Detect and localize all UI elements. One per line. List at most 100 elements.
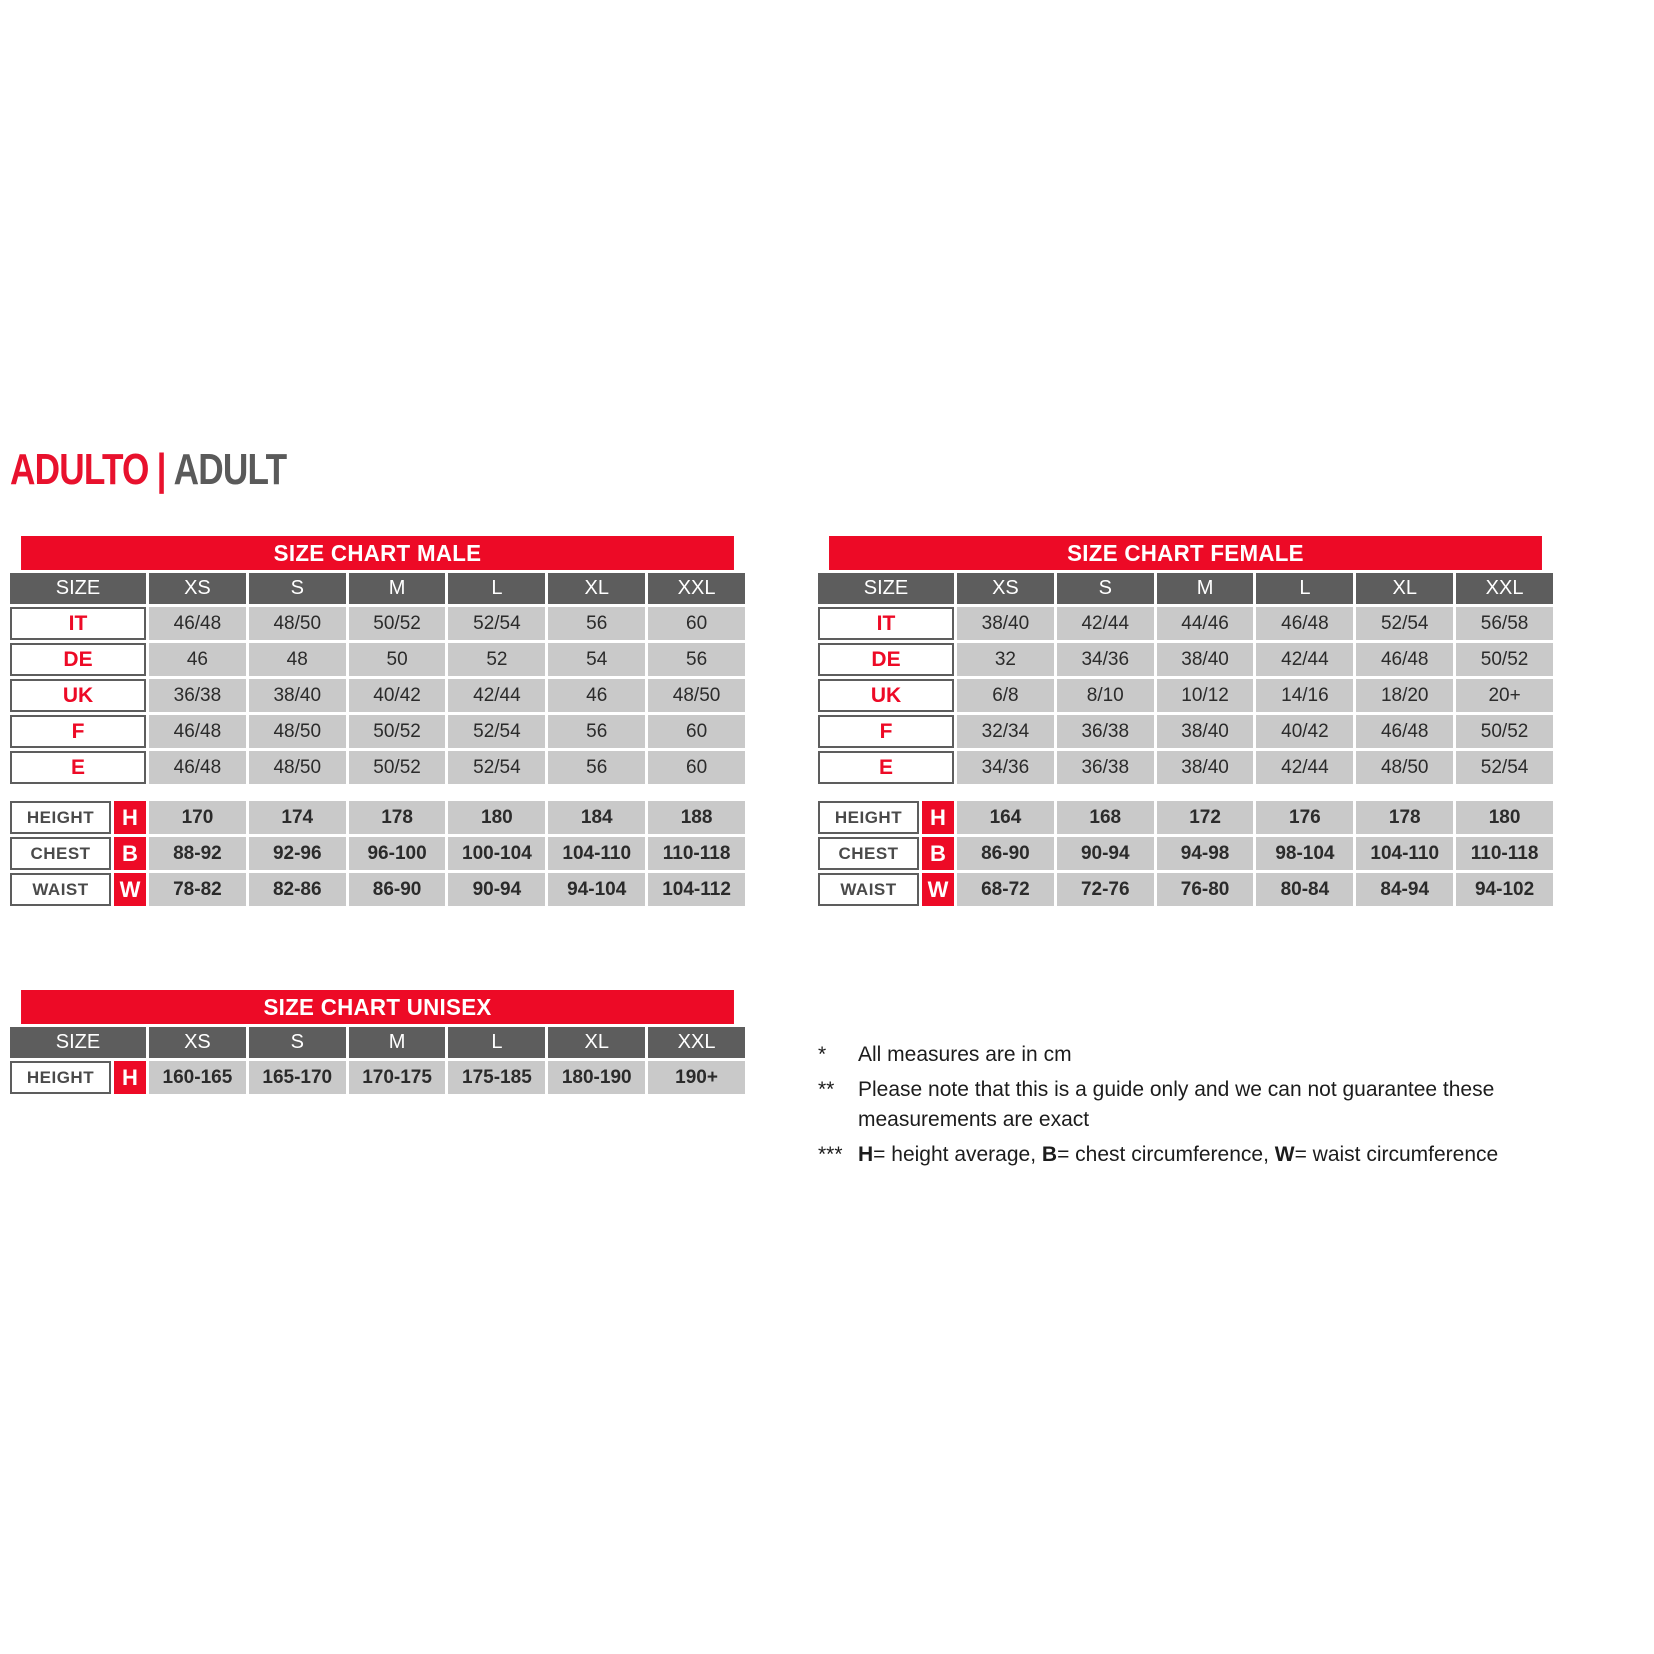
cell-value: 88-92 [149,837,246,870]
cell-value: 104-110 [1356,837,1454,870]
cell-value: 38/40 [248,679,346,712]
cell-value: 84-94 [1356,873,1454,906]
column-header-xs: XS [149,573,246,604]
row-label-f: F [10,715,146,748]
cell-value: 180 [1456,801,1553,834]
size-chart-male-heading: SIZE CHART MALE [21,536,734,570]
table-row: DE 46 48 50 52 54 56 [10,643,745,676]
table-row: HEIGHT H 170 174 178 180 184 188 [10,801,745,834]
cell-value: 52/54 [448,751,546,784]
page-title: ADULTO | ADULT [10,445,287,494]
cell-value: 42/44 [1056,607,1154,640]
table-row: HEIGHT H 160-165 165-170 170-175 175-185 180-1… [10,1061,745,1094]
cell-value: 42/44 [1256,751,1354,784]
cell-value: 164 [957,801,1054,834]
cell-value: 60 [648,607,745,640]
measure-label-wrap: HEIGHT H [818,801,954,834]
cell-value: 38/40 [1156,643,1254,676]
cell-value: 50/52 [1456,643,1553,676]
cell-value: 78-82 [149,873,246,906]
notes-block: * All measures are in cm ** Please note tha… [818,1040,1608,1175]
column-header-xxl: XXL [1456,573,1553,604]
column-header-l: L [448,573,546,604]
cell-value: 52/54 [448,715,546,748]
table-row: IT 38/40 42/44 44/46 46/48 52/54 56/58 [818,607,1553,640]
cell-value: 46/48 [149,751,246,784]
cell-value: 32 [957,643,1054,676]
cell-value: 38/40 [957,607,1054,640]
row-label-waist: WAIST W [10,873,146,906]
cell-value: 52 [448,643,546,676]
measure-label-wrap: CHEST B [10,837,146,870]
spacer-cell [1056,787,1154,798]
cell-value: 180-190 [548,1061,646,1094]
spacer-cell [1456,787,1553,798]
measure-chip-h: H [114,801,146,834]
cell-value: 46/48 [1356,643,1454,676]
cell-value: 86-90 [348,873,446,906]
note-text: H= height average, B= chest circumferenc… [858,1143,1499,1166]
table-spacer [818,787,1553,798]
title-secondary: ADULT [173,445,287,494]
cell-value: 104-112 [648,873,745,906]
row-label-it: IT [10,607,146,640]
row-label-de: DE [818,643,954,676]
cell-value: 184 [548,801,646,834]
table-row: CHEST B 88-92 92-96 96-100 100-104 104-110 110-… [10,837,745,870]
spacer-cell [10,787,146,798]
cell-value: 10/12 [1156,679,1254,712]
cell-value: 32/34 [957,715,1054,748]
size-chart-unisex-heading: SIZE CHART UNISEX [21,990,734,1024]
table-row: CHEST B 86-90 90-94 94-98 98-104 104-110 110-11… [818,837,1553,870]
column-header-xl: XL [548,1027,646,1058]
cell-value: 48/50 [1356,751,1454,784]
cell-value: 38/40 [1156,715,1254,748]
cell-value: 104-110 [548,837,646,870]
cell-value: 60 [648,751,745,784]
cell-value: 36/38 [149,679,246,712]
cell-value: 48/50 [248,715,346,748]
cell-value: 190+ [648,1061,745,1094]
row-label-e: E [818,751,954,784]
spacer-cell [248,787,346,798]
cell-value: 34/36 [957,751,1054,784]
cell-value: 96-100 [348,837,446,870]
note-marker: * [818,1043,827,1066]
row-label-uk: UK [818,679,954,712]
table-row: E 46/48 48/50 50/52 52/54 56 60 [10,751,745,784]
cell-value: 174 [248,801,346,834]
cell-value: 160-165 [149,1061,246,1094]
column-header-xxl: XXL [648,573,745,604]
measure-chip-w: W [922,873,954,906]
cell-value: 56 [648,643,745,676]
row-label-uk: UK [10,679,146,712]
measure-label-text: WAIST [818,873,919,906]
row-label-chest: CHEST B [10,837,146,870]
cell-value: 40/42 [1256,715,1354,748]
table-row: WAIST W 78-82 82-86 86-90 90-94 94-104 104-112 [10,873,745,906]
cell-value: 14/16 [1256,679,1354,712]
table-row: E 34/36 36/38 38/40 42/44 48/50 52/54 [818,751,1553,784]
table-spacer [10,787,745,798]
spacer-cell [348,787,446,798]
cell-value: 8/10 [1056,679,1154,712]
measure-label-wrap: WAIST W [10,873,146,906]
spacer-cell [1256,787,1354,798]
measure-label-text: CHEST [818,837,919,870]
cell-value: 170-175 [348,1061,446,1094]
cell-value: 178 [348,801,446,834]
spacer-cell [1156,787,1254,798]
cell-value: 94-104 [548,873,646,906]
measure-label-wrap: HEIGHT H [10,1061,146,1094]
cell-value: 54 [548,643,646,676]
cell-value: 56 [548,751,646,784]
note-row: *** H= height average, B= chest circumfer… [818,1140,1608,1170]
row-label-height: HEIGHT H [10,1061,146,1094]
cell-value: 18/20 [1356,679,1454,712]
column-header-s: S [1056,573,1154,604]
size-chart-male: SIZE CHART MALE SIZE XS S M L XL XXL IT 46/48 48/… [10,536,745,909]
measure-label-wrap: CHEST B [818,837,954,870]
column-header-xxl: XXL [648,1027,745,1058]
size-chart-unisex-table: SIZE XS S M L XL XXL HEIGHT H 160-165 165-170 170-1… [7,1024,748,1097]
